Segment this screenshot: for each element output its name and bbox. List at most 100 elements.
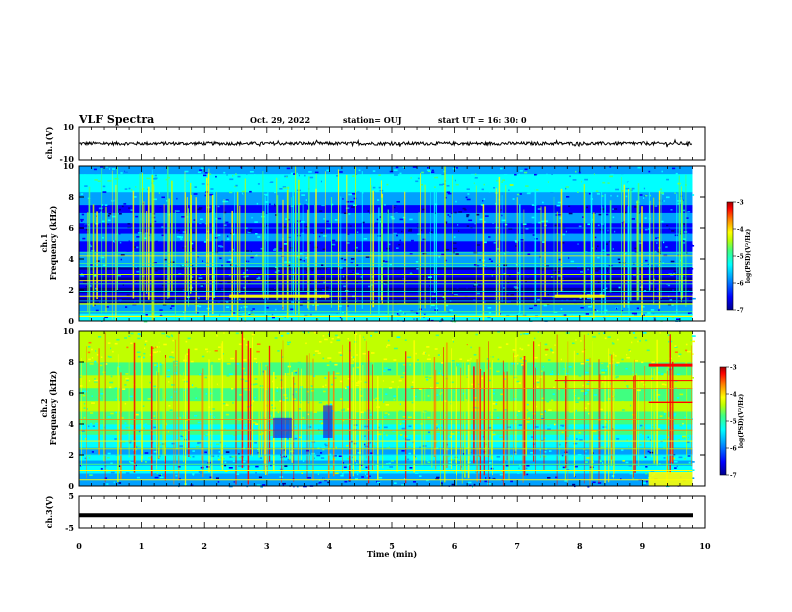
- spectrogram-speckle: [495, 393, 498, 396]
- spectrogram-speckle: [109, 381, 114, 384]
- spectrogram-speckle: [299, 303, 303, 306]
- spectrogram-speckle: [347, 464, 351, 467]
- spectrogram-speckle: [644, 217, 647, 219]
- spectrogram-band: [79, 264, 693, 268]
- spectrogram-speckle: [438, 256, 441, 258]
- spectrogram-speckle: [245, 423, 250, 426]
- spectrogram-speckle: [596, 283, 599, 285]
- spectrogram-speckle: [360, 363, 362, 365]
- spectrogram-speckle: [276, 387, 279, 389]
- spectrogram-speckle: [146, 302, 149, 304]
- spectrogram-speckle: [326, 169, 329, 172]
- spectrogram-speckle: [88, 341, 92, 344]
- spectrogram-speckle: [475, 265, 480, 267]
- spectrogram-speckle: [396, 234, 398, 237]
- spectrogram-speckle: [124, 170, 128, 172]
- spectrogram-speckle: [611, 475, 615, 477]
- spectrogram-speckle: [689, 336, 692, 339]
- spectrogram-speckle: [413, 401, 418, 403]
- spectrogram-speckle: [669, 299, 673, 301]
- spectrogram-speckle: [243, 359, 247, 361]
- spectrogram-speckle: [558, 275, 562, 277]
- spectrogram-speckle: [197, 441, 202, 444]
- spectrogram-speckle: [395, 166, 399, 169]
- spectrogram-speckle: [373, 248, 377, 250]
- spectrogram-speckle: [400, 407, 404, 409]
- spectrogram-speckle: [148, 185, 150, 188]
- spectrogram-speckle: [547, 409, 552, 411]
- spectrogram-speckle: [385, 208, 389, 210]
- spectrogram-speckle: [238, 456, 243, 459]
- spectrogram-speckle: [210, 455, 215, 458]
- spectrogram-speckle: [625, 187, 630, 190]
- spectrogram-speckle: [320, 457, 325, 459]
- spectrogram-speckle: [324, 338, 328, 341]
- spectrogram-speckle: [447, 290, 450, 292]
- spectrogram-speckle: [212, 416, 216, 418]
- spectrogram-speckle: [262, 484, 266, 486]
- spectrogram-speckle: [180, 296, 185, 299]
- spectrogram-speckle: [293, 370, 298, 372]
- spectrogram-speckle: [450, 360, 455, 362]
- spectrogram-speckle: [219, 257, 222, 260]
- spectrogram-speckle: [231, 387, 234, 390]
- spectrogram-speckle: [146, 482, 149, 484]
- spectrogram-speckle: [110, 471, 115, 474]
- spectrogram-speckle: [657, 431, 661, 434]
- spectrogram-speckle: [555, 458, 557, 460]
- spectrogram-speckle: [692, 340, 695, 343]
- spectrogram-speckle: [640, 380, 644, 383]
- spectrogram-speckle: [207, 351, 211, 353]
- spectrogram-speckle: [347, 408, 350, 410]
- spectrogram-speckle: [561, 277, 564, 280]
- spectrogram-speckle: [259, 433, 263, 436]
- spectrogram-speckle: [197, 171, 201, 174]
- spectrogram-speckle: [399, 423, 402, 425]
- spectrogram-speckle: [284, 261, 288, 263]
- spectrogram-speckle: [138, 335, 141, 338]
- spectrogram-speckle: [644, 228, 648, 231]
- spectrogram-speckle: [621, 222, 625, 224]
- spectrogram-speckle: [597, 256, 600, 259]
- spectrogram-speckle: [314, 171, 319, 174]
- spectrogram-speckle: [377, 481, 381, 484]
- spectrogram-speckle: [605, 287, 608, 290]
- spectrogram-speckle: [499, 473, 503, 476]
- spectrogram-speckle: [200, 285, 203, 287]
- spectrogram-speckle: [392, 430, 396, 432]
- spectrogram-speckle: [503, 287, 505, 289]
- spectrogram-speckle: [109, 356, 112, 358]
- spectrogram-speckle: [471, 334, 475, 336]
- spectrogram-speckle: [602, 249, 606, 252]
- spectrogram-speckle: [585, 450, 587, 453]
- spectrogram-speckle: [259, 457, 262, 459]
- spectrogram-speckle: [607, 365, 609, 368]
- spectrogram-speckle: [427, 395, 430, 397]
- colorbar-tick-label: -4: [737, 227, 744, 234]
- spectrogram-speckle: [225, 221, 229, 224]
- spectrogram-speckle: [227, 346, 232, 348]
- spectrogram-speckle: [110, 354, 112, 357]
- spectrogram-speckle: [100, 166, 103, 168]
- spectrogram-speckle: [108, 213, 112, 215]
- spectrogram-speckle: [402, 312, 404, 314]
- spectrogram-speckle: [609, 166, 612, 169]
- spectrogram-speckle: [472, 299, 476, 301]
- spectrogram-speckle: [410, 386, 414, 388]
- spectrogram-speckle: [198, 297, 200, 299]
- spectrogram-speckle: [267, 180, 271, 183]
- spectrogram-speckle: [305, 269, 308, 272]
- spectrogram-speckle: [473, 397, 477, 399]
- xtick-label: 3: [264, 541, 270, 551]
- spectrogram-speckle: [685, 343, 688, 346]
- spectrogram-speckle: [574, 475, 576, 478]
- spectrogram-speckle: [137, 445, 140, 447]
- spectrogram-speckle: [670, 260, 675, 263]
- spectrogram-speckle: [461, 230, 464, 233]
- spectrogram-speckle: [194, 415, 198, 417]
- spectrogram-speckle: [431, 304, 435, 307]
- spectrogram-speckle: [534, 356, 538, 359]
- spectrogram-speckle: [634, 313, 638, 316]
- spectrogram-speckle: [227, 431, 230, 434]
- spectrogram-speckle: [641, 361, 644, 364]
